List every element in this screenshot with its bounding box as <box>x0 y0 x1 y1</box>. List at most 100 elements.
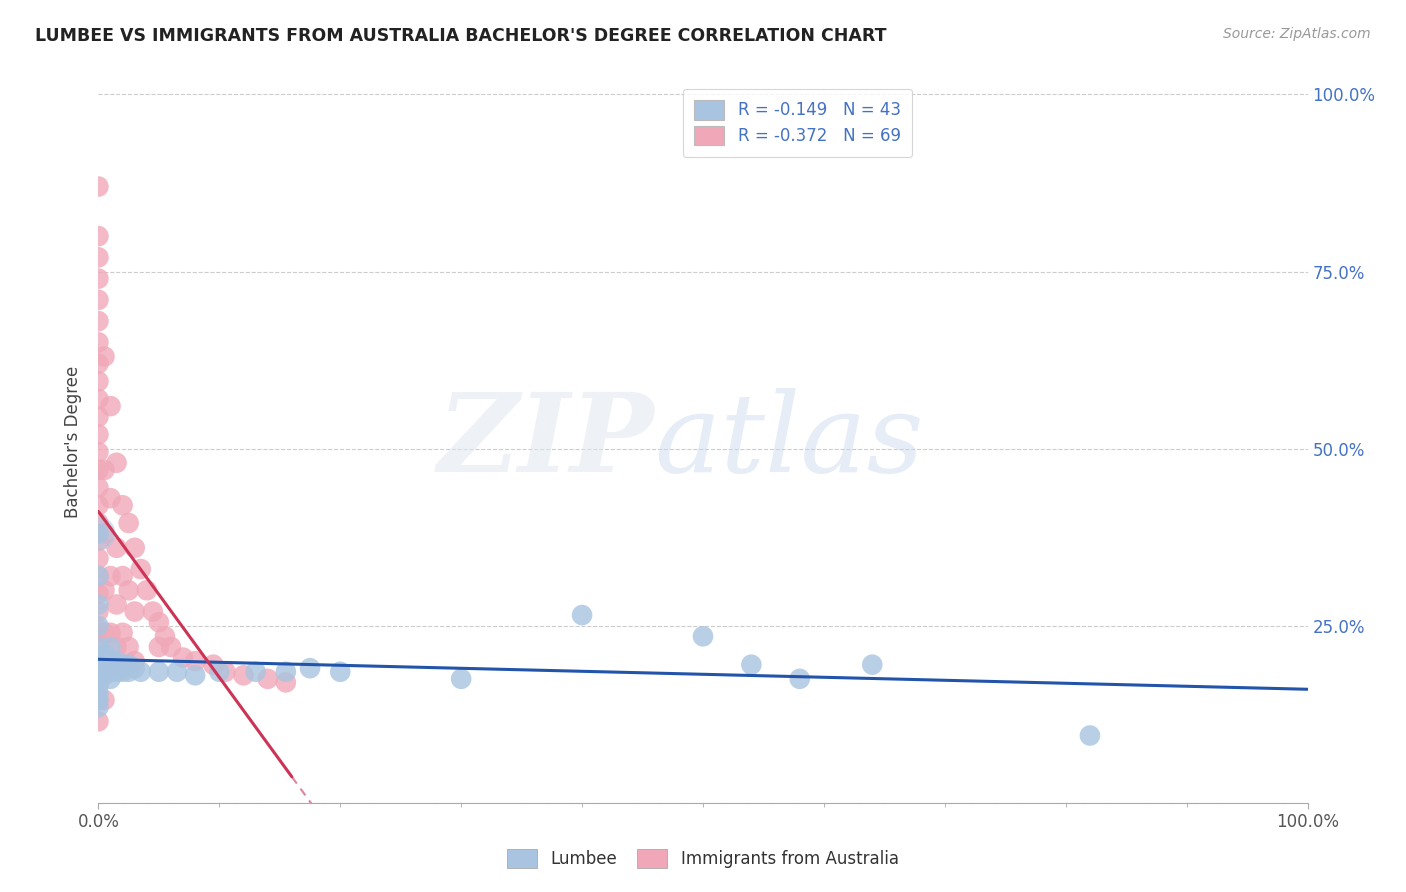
Point <box>87 657 110 672</box>
Point <box>87 516 110 530</box>
Point <box>87 533 110 548</box>
Point <box>87 598 110 612</box>
Point <box>93 668 115 682</box>
Point <box>100 625 122 640</box>
Point <box>87 569 110 583</box>
Point <box>87 657 110 672</box>
Point <box>274 665 297 679</box>
Point <box>245 665 267 679</box>
Point <box>860 657 883 672</box>
Point <box>87 251 110 265</box>
Point <box>111 498 134 512</box>
Point <box>129 562 152 576</box>
Point <box>740 657 762 672</box>
Point <box>87 357 110 371</box>
Point <box>100 640 122 654</box>
Point <box>124 654 146 668</box>
Legend: Lumbee, Immigrants from Australia: Lumbee, Immigrants from Australia <box>501 843 905 875</box>
Text: LUMBEE VS IMMIGRANTS FROM AUSTRALIA BACHELOR'S DEGREE CORRELATION CHART: LUMBEE VS IMMIGRANTS FROM AUSTRALIA BACH… <box>35 27 887 45</box>
Point <box>93 583 115 598</box>
Point <box>118 516 141 530</box>
Point <box>87 640 110 654</box>
Point <box>118 583 141 598</box>
Point <box>105 654 128 668</box>
Point <box>87 622 110 636</box>
Point <box>87 672 110 686</box>
Point <box>87 481 110 495</box>
Point <box>571 608 593 623</box>
Point <box>118 640 141 654</box>
Point <box>100 569 122 583</box>
Point <box>87 693 110 707</box>
Point <box>111 625 134 640</box>
Point <box>111 657 134 672</box>
Point <box>256 672 278 686</box>
Point <box>329 665 352 679</box>
Text: atlas: atlas <box>655 388 924 495</box>
Point <box>87 551 110 566</box>
Point <box>148 615 170 630</box>
Y-axis label: Bachelor's Degree: Bachelor's Degree <box>65 366 83 517</box>
Point <box>100 654 122 668</box>
Point <box>214 665 236 679</box>
Point <box>118 665 141 679</box>
Point <box>87 293 110 307</box>
Point <box>93 647 115 661</box>
Point <box>93 463 115 477</box>
Point <box>93 661 115 675</box>
Point <box>87 375 110 389</box>
Point <box>124 661 146 675</box>
Point <box>124 541 146 555</box>
Point <box>87 526 110 541</box>
Point <box>105 640 128 654</box>
Point <box>692 629 714 643</box>
Point <box>100 491 122 506</box>
Point <box>87 679 110 693</box>
Point <box>111 665 134 679</box>
Point <box>87 445 110 459</box>
Point <box>100 672 122 686</box>
Point <box>148 640 170 654</box>
Point <box>87 569 110 583</box>
Point <box>87 427 110 442</box>
Point <box>100 399 122 413</box>
Point <box>87 314 110 328</box>
Point <box>87 229 110 244</box>
Point <box>87 271 110 285</box>
Point <box>105 456 128 470</box>
Point <box>135 583 157 598</box>
Point <box>87 618 110 632</box>
Point <box>124 605 146 619</box>
Point <box>93 625 115 640</box>
Point <box>111 661 134 675</box>
Point <box>87 526 110 541</box>
Point <box>87 665 110 679</box>
Point <box>105 598 128 612</box>
Point <box>87 640 110 654</box>
Point <box>105 541 128 555</box>
Point <box>87 463 110 477</box>
Point <box>87 587 110 601</box>
Point <box>87 714 110 729</box>
Point <box>129 665 152 679</box>
Point <box>299 661 322 675</box>
Point <box>100 661 122 675</box>
Point <box>87 693 110 707</box>
Point <box>111 569 134 583</box>
Point <box>87 700 110 714</box>
Point <box>105 665 128 679</box>
Point <box>87 392 110 406</box>
Legend: R = -0.149   N = 43, R = -0.372   N = 69: R = -0.149 N = 43, R = -0.372 N = 69 <box>683 88 912 157</box>
Point <box>93 350 115 364</box>
Point <box>184 668 207 682</box>
Point <box>87 498 110 512</box>
Text: Source: ZipAtlas.com: Source: ZipAtlas.com <box>1223 27 1371 41</box>
Point <box>87 605 110 619</box>
Point <box>1078 729 1101 743</box>
Point <box>148 665 170 679</box>
Point <box>184 654 207 668</box>
Point <box>93 661 115 675</box>
Point <box>87 409 110 424</box>
Text: ZIP: ZIP <box>439 388 655 495</box>
Point <box>93 526 115 541</box>
